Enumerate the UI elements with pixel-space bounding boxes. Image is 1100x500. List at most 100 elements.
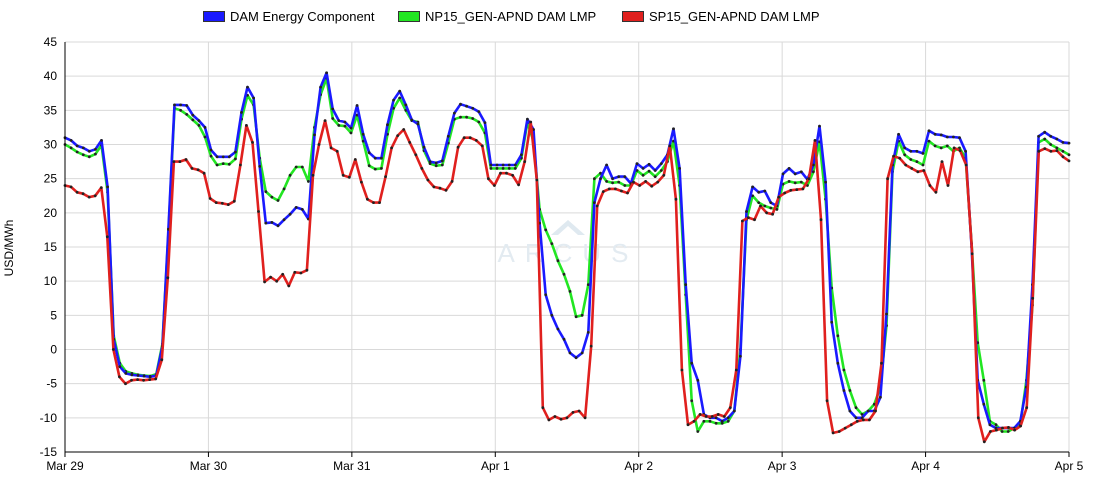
data-point[interactable]	[191, 113, 195, 117]
data-point[interactable]	[831, 431, 835, 435]
data-point[interactable]	[812, 163, 815, 167]
data-point[interactable]	[843, 426, 847, 430]
data-point[interactable]	[855, 419, 859, 423]
data-point[interactable]	[686, 423, 690, 427]
data-point[interactable]	[202, 171, 206, 175]
data-point[interactable]	[726, 419, 730, 423]
data-point[interactable]	[716, 413, 720, 416]
data-point[interactable]	[75, 190, 79, 194]
data-point[interactable]	[124, 382, 127, 386]
data-point[interactable]	[659, 162, 663, 166]
data-point[interactable]	[372, 201, 375, 205]
data-point[interactable]	[438, 186, 442, 190]
data-point[interactable]	[547, 418, 551, 422]
data-point[interactable]	[825, 399, 829, 403]
data-point[interactable]	[465, 115, 468, 119]
data-point[interactable]	[751, 185, 754, 189]
data-point[interactable]	[341, 173, 345, 177]
data-point[interactable]	[529, 120, 533, 124]
data-point[interactable]	[958, 136, 961, 140]
data-point[interactable]	[862, 418, 865, 422]
data-point[interactable]	[837, 430, 841, 433]
data-point[interactable]	[562, 272, 566, 276]
data-point[interactable]	[789, 188, 793, 192]
data-point[interactable]	[544, 228, 548, 232]
data-point[interactable]	[416, 122, 420, 126]
data-point[interactable]	[69, 185, 73, 189]
data-point[interactable]	[674, 197, 678, 201]
data-point[interactable]	[331, 107, 335, 111]
data-point[interactable]	[739, 354, 742, 358]
data-point[interactable]	[398, 96, 402, 100]
data-point[interactable]	[220, 201, 224, 205]
data-point[interactable]	[732, 409, 736, 413]
data-point[interactable]	[335, 149, 339, 153]
data-point[interactable]	[453, 111, 456, 115]
data-point[interactable]	[583, 416, 587, 420]
data-point[interactable]	[813, 139, 817, 142]
data-point[interactable]	[160, 358, 164, 362]
data-point[interactable]	[623, 175, 627, 179]
data-point[interactable]	[934, 190, 938, 194]
data-point[interactable]	[505, 171, 508, 175]
data-point[interactable]	[154, 377, 158, 381]
data-point[interactable]	[434, 161, 438, 165]
data-point[interactable]	[179, 108, 183, 112]
data-point[interactable]	[264, 190, 268, 194]
data-point[interactable]	[173, 103, 176, 107]
data-point[interactable]	[571, 411, 575, 414]
data-point[interactable]	[319, 85, 322, 89]
data-point[interactable]	[142, 374, 146, 378]
data-point[interactable]	[781, 172, 785, 176]
data-point[interactable]	[471, 117, 475, 120]
data-point[interactable]	[812, 170, 815, 174]
data-point[interactable]	[246, 85, 249, 89]
data-point[interactable]	[474, 139, 478, 142]
data-point[interactable]	[995, 428, 998, 432]
data-point[interactable]	[759, 204, 762, 208]
data-point[interactable]	[196, 168, 200, 172]
data-point[interactable]	[378, 201, 381, 205]
data-point[interactable]	[795, 188, 799, 192]
data-point[interactable]	[366, 197, 369, 201]
data-point[interactable]	[1043, 137, 1047, 141]
data-point[interactable]	[922, 169, 926, 172]
data-point[interactable]	[495, 167, 499, 170]
data-point[interactable]	[550, 242, 554, 246]
data-point[interactable]	[287, 284, 291, 288]
data-point[interactable]	[184, 158, 188, 161]
data-point[interactable]	[112, 348, 115, 351]
data-point[interactable]	[69, 139, 73, 142]
data-point[interactable]	[179, 103, 183, 107]
data-point[interactable]	[892, 154, 895, 158]
data-point[interactable]	[698, 413, 702, 416]
data-point[interactable]	[136, 374, 140, 377]
data-point[interactable]	[769, 201, 773, 205]
data-point[interactable]	[347, 175, 351, 179]
data-point[interactable]	[446, 134, 450, 138]
data-point[interactable]	[787, 167, 791, 170]
data-point[interactable]	[520, 153, 523, 157]
data-point[interactable]	[653, 175, 657, 179]
data-point[interactable]	[408, 141, 412, 144]
data-point[interactable]	[130, 373, 134, 377]
data-point[interactable]	[1061, 141, 1065, 144]
data-point[interactable]	[203, 126, 207, 129]
data-point[interactable]	[541, 406, 545, 409]
data-point[interactable]	[300, 165, 304, 169]
data-point[interactable]	[499, 171, 502, 175]
data-point[interactable]	[1001, 426, 1004, 430]
data-point[interactable]	[747, 216, 750, 220]
data-point[interactable]	[390, 146, 393, 150]
data-point[interactable]	[258, 165, 262, 168]
data-point[interactable]	[269, 275, 272, 279]
data-point[interactable]	[909, 158, 913, 161]
data-point[interactable]	[916, 170, 920, 174]
data-point[interactable]	[1067, 153, 1071, 157]
data-point[interactable]	[915, 160, 919, 164]
data-point[interactable]	[208, 197, 212, 200]
data-point[interactable]	[434, 164, 438, 168]
data-point[interactable]	[1037, 149, 1041, 153]
data-point[interactable]	[647, 169, 651, 173]
data-point[interactable]	[313, 133, 316, 137]
